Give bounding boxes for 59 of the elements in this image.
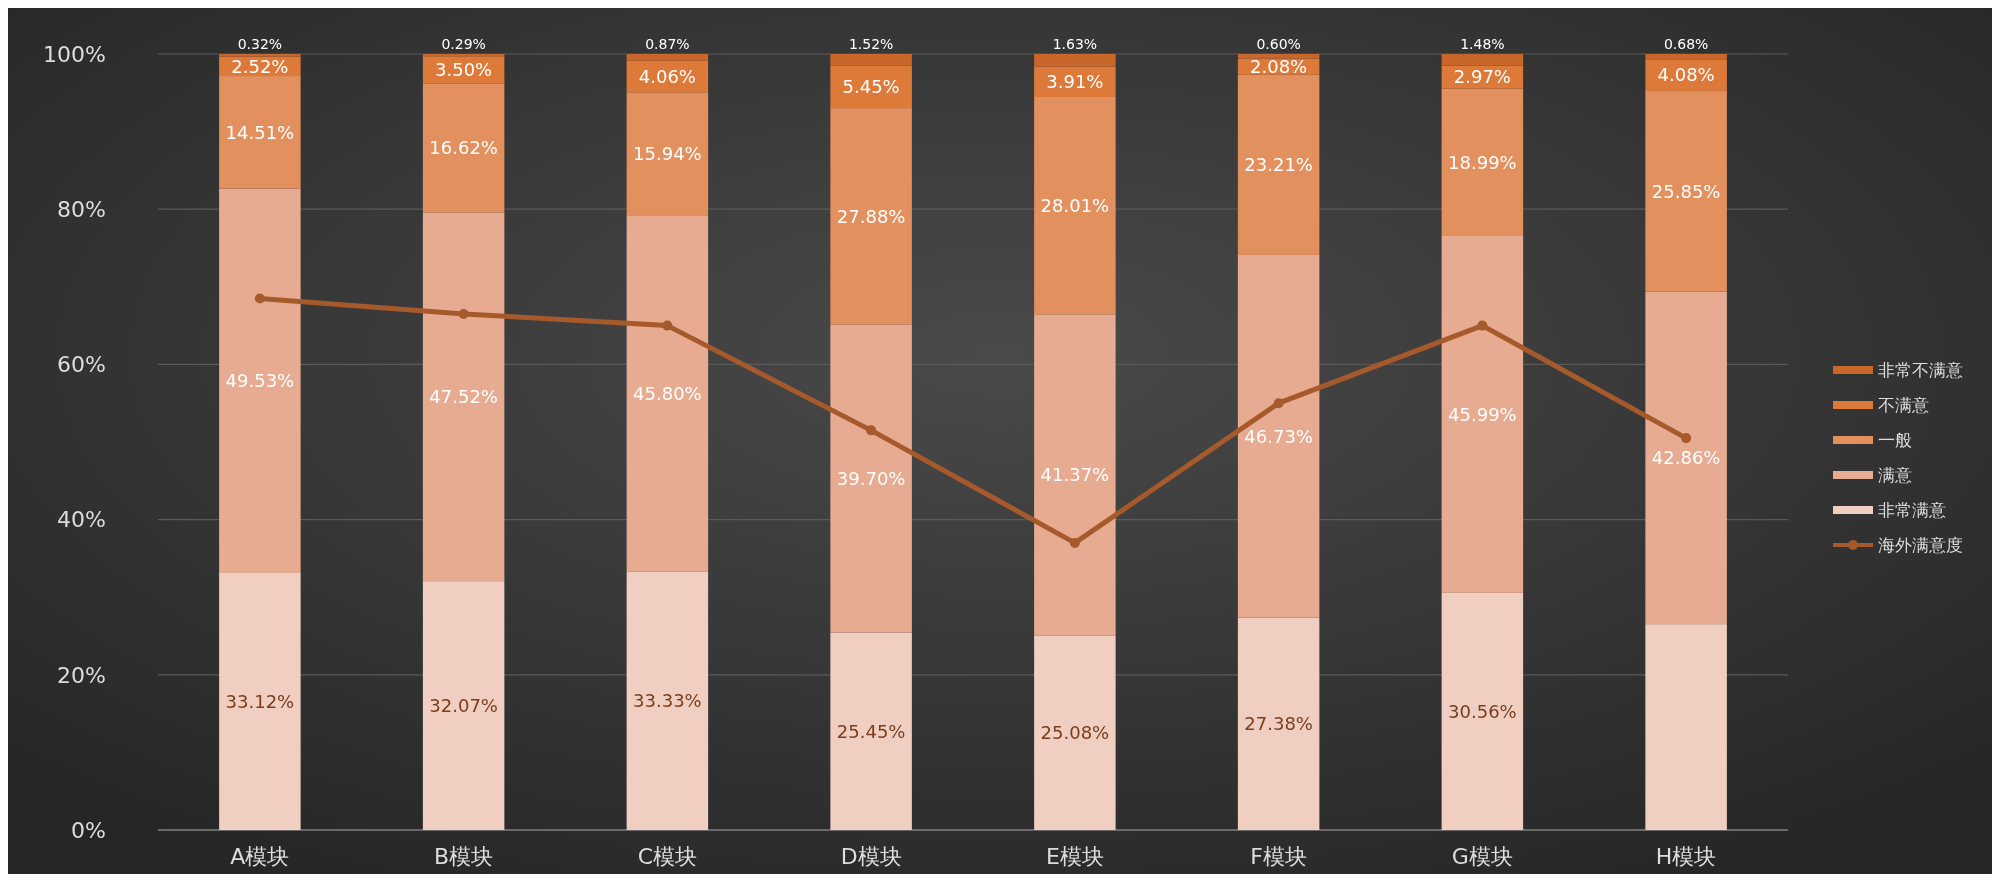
data-label: 3.50%	[435, 59, 493, 81]
data-label: 47.52%	[429, 386, 498, 408]
data-label: 5.45%	[842, 76, 900, 98]
data-label: 32.07%	[429, 694, 498, 716]
data-label: 25.08%	[1040, 721, 1110, 743]
data-label: 46.73%	[1244, 425, 1313, 447]
legend-label: 满意	[1878, 464, 1912, 485]
y-tick-label: 100%	[43, 41, 106, 67]
x-tick-label: E模块	[1045, 844, 1104, 869]
data-label: 49.53%	[225, 370, 295, 392]
y-tick-label: 60%	[57, 352, 106, 378]
data-label: 1.52%	[848, 35, 894, 52]
data-label: 23.21%	[1244, 154, 1313, 176]
data-label: 4.06%	[638, 65, 696, 87]
data-label: 27.38%	[1244, 713, 1313, 735]
data-label: 16.62%	[429, 137, 498, 159]
data-label: 25.85%	[1651, 180, 1721, 202]
data-label: 15.94%	[633, 143, 702, 165]
legend-label: 一般	[1878, 429, 1912, 450]
x-tick-label: G模块	[1451, 844, 1513, 869]
data-label: 25.45%	[836, 720, 906, 742]
legend-label: 非常不满意	[1878, 359, 1963, 380]
data-label: 39.70%	[836, 467, 906, 489]
y-tick-label: 20%	[57, 662, 106, 688]
data-label: 1.63%	[1052, 35, 1098, 52]
data-label: 2.08%	[1250, 56, 1308, 78]
data-label: 45.99%	[1448, 403, 1517, 425]
data-label: 42.86%	[1651, 447, 1721, 469]
x-tick-label: D模块	[840, 844, 902, 869]
y-tick-label: 80%	[57, 196, 106, 222]
data-label: 45.80%	[633, 382, 702, 404]
data-label: 0.29%	[441, 35, 486, 52]
x-tick-label: A模块	[230, 844, 290, 869]
data-label: 33.12%	[225, 690, 295, 712]
data-label: 1.48%	[1460, 35, 1505, 52]
data-label: 27.88%	[836, 205, 906, 227]
x-tick-label: F模块	[1250, 844, 1307, 869]
data-label: 2.52%	[231, 55, 289, 77]
data-label: 30.56%	[1448, 700, 1517, 722]
y-tick-label: 40%	[57, 507, 106, 533]
data-label: 0.32%	[237, 35, 283, 52]
data-label: 4.08%	[1657, 64, 1715, 86]
data-label: 18.99%	[1448, 151, 1517, 173]
data-label: 0.60%	[1256, 35, 1301, 52]
data-label: 0.68%	[1663, 35, 1709, 52]
data-label: 14.51%	[225, 121, 295, 143]
data-label: 41.37%	[1040, 464, 1110, 486]
y-tick-label: 0%	[71, 817, 106, 843]
x-tick-label: B模块	[434, 844, 494, 869]
legend-label: 不满意	[1878, 394, 1929, 415]
data-label: 33.33%	[633, 689, 702, 711]
legend-label: 海外满意度	[1878, 534, 1963, 555]
data-label: 2.97%	[1453, 66, 1511, 88]
data-label: 28.01%	[1040, 194, 1110, 216]
data-label: 3.91%	[1046, 71, 1104, 93]
legend-label: 非常满意	[1878, 499, 1946, 520]
x-tick-label: H模块	[1655, 844, 1717, 869]
x-tick-label: C模块	[637, 844, 698, 869]
data-label: 0.87%	[645, 35, 690, 52]
